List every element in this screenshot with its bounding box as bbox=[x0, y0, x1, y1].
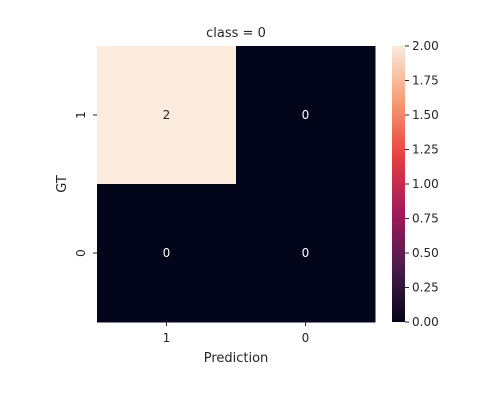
colorbar-tick-label: 0.00 bbox=[412, 315, 439, 329]
cell-value-label: 0 bbox=[163, 246, 171, 260]
colorbar-tick-label: 0.25 bbox=[412, 281, 439, 295]
colorbar-tick-label: 0.75 bbox=[412, 212, 439, 226]
cell-value-label: 0 bbox=[302, 246, 310, 260]
y-axis-label: GT bbox=[55, 175, 70, 193]
colorbar-tick-label: 0.50 bbox=[412, 246, 439, 260]
heatmap-cell bbox=[97, 46, 237, 185]
heatmap-cell bbox=[236, 184, 376, 323]
colorbar-tick-label: 1.75 bbox=[412, 74, 439, 88]
heatmap-cells: 2 00 0 bbox=[97, 46, 376, 323]
cell-value-label: 2 bbox=[163, 108, 171, 122]
colorbar-gradient bbox=[392, 46, 405, 322]
colorbar-tick-label: 1.50 bbox=[412, 108, 439, 122]
y-tick-label: 0 bbox=[74, 249, 88, 257]
y-tick-label: 1 bbox=[74, 111, 88, 119]
heatmap-cell bbox=[97, 184, 237, 323]
x-tick-label: 0 bbox=[302, 331, 310, 345]
colorbar-tick-label: 2.00 bbox=[412, 39, 439, 53]
cell-value-label: 0 bbox=[302, 108, 310, 122]
x-axis-label: Prediction bbox=[204, 351, 269, 366]
colorbar: 0.00 0.25 0.50 0.75 1.00 1.25 1.50 1.75 2.00 bbox=[392, 39, 439, 329]
y-axis: 10 bbox=[74, 111, 97, 257]
heatmap-cell bbox=[236, 46, 376, 185]
colorbar-tick-label: 1.00 bbox=[412, 177, 439, 191]
chart-title: class = 0 bbox=[206, 26, 266, 41]
x-tick-label: 1 bbox=[163, 331, 171, 345]
colorbar-tick-label: 1.25 bbox=[412, 143, 439, 157]
